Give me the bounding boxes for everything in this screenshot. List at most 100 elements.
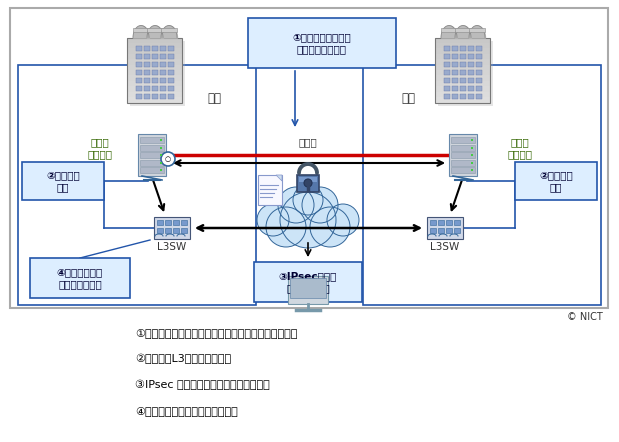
FancyBboxPatch shape <box>144 46 150 50</box>
FancyBboxPatch shape <box>152 77 158 83</box>
Text: ①量子鍵配送システムで２つの拠点間で共通鍵を共有: ①量子鍵配送システムで２つの拠点間で共通鍵を共有 <box>135 328 297 338</box>
FancyBboxPatch shape <box>290 278 326 298</box>
FancyBboxPatch shape <box>140 137 164 143</box>
FancyBboxPatch shape <box>468 85 474 91</box>
FancyBboxPatch shape <box>144 85 150 91</box>
FancyBboxPatch shape <box>128 43 183 50</box>
FancyBboxPatch shape <box>128 97 183 103</box>
FancyBboxPatch shape <box>471 169 473 171</box>
FancyBboxPatch shape <box>436 38 490 44</box>
FancyBboxPatch shape <box>147 27 163 31</box>
FancyBboxPatch shape <box>436 59 490 65</box>
FancyBboxPatch shape <box>299 177 317 182</box>
FancyBboxPatch shape <box>451 160 475 165</box>
Text: L3SW: L3SW <box>157 242 186 252</box>
FancyBboxPatch shape <box>452 53 458 58</box>
FancyBboxPatch shape <box>165 228 171 233</box>
FancyBboxPatch shape <box>173 228 179 233</box>
FancyBboxPatch shape <box>438 41 493 106</box>
FancyBboxPatch shape <box>436 70 490 76</box>
FancyBboxPatch shape <box>468 94 474 99</box>
FancyBboxPatch shape <box>444 61 450 66</box>
FancyBboxPatch shape <box>160 169 162 171</box>
FancyBboxPatch shape <box>140 167 164 173</box>
FancyBboxPatch shape <box>460 61 466 66</box>
FancyBboxPatch shape <box>436 54 490 60</box>
FancyBboxPatch shape <box>128 91 183 98</box>
FancyBboxPatch shape <box>468 46 474 50</box>
Text: © NICT: © NICT <box>567 312 603 322</box>
FancyBboxPatch shape <box>460 94 466 99</box>
FancyBboxPatch shape <box>160 146 162 149</box>
FancyBboxPatch shape <box>476 53 482 58</box>
FancyBboxPatch shape <box>168 53 174 58</box>
FancyBboxPatch shape <box>144 77 150 83</box>
FancyBboxPatch shape <box>436 43 490 50</box>
FancyBboxPatch shape <box>438 220 444 225</box>
FancyBboxPatch shape <box>157 228 163 233</box>
FancyBboxPatch shape <box>430 220 436 225</box>
FancyBboxPatch shape <box>468 53 474 58</box>
FancyBboxPatch shape <box>168 69 174 75</box>
FancyBboxPatch shape <box>288 276 328 304</box>
FancyBboxPatch shape <box>451 167 475 173</box>
FancyBboxPatch shape <box>128 59 183 65</box>
FancyBboxPatch shape <box>476 77 482 83</box>
Text: 量子鍵
配送装置: 量子鍵 配送装置 <box>508 137 532 159</box>
FancyBboxPatch shape <box>152 61 158 66</box>
FancyBboxPatch shape <box>460 85 466 91</box>
FancyBboxPatch shape <box>446 228 452 233</box>
FancyBboxPatch shape <box>436 86 490 93</box>
FancyBboxPatch shape <box>160 85 166 91</box>
FancyBboxPatch shape <box>136 53 142 58</box>
FancyBboxPatch shape <box>258 175 282 205</box>
FancyBboxPatch shape <box>128 48 183 55</box>
Text: ③IPsec の秘密鍵に供給された鍵を使用: ③IPsec の秘密鍵に供給された鍵を使用 <box>135 380 270 390</box>
Circle shape <box>266 207 306 247</box>
Text: ④パケットごとに新しい鍵を使用: ④パケットごとに新しい鍵を使用 <box>135 406 238 416</box>
FancyBboxPatch shape <box>160 154 162 156</box>
FancyBboxPatch shape <box>165 220 171 225</box>
FancyBboxPatch shape <box>444 53 450 58</box>
FancyBboxPatch shape <box>168 85 174 91</box>
FancyBboxPatch shape <box>152 53 158 58</box>
FancyBboxPatch shape <box>161 27 177 31</box>
Text: ②共通鍵をL3スイッチに供給: ②共通鍵をL3スイッチに供給 <box>135 354 231 364</box>
FancyBboxPatch shape <box>436 81 490 87</box>
FancyBboxPatch shape <box>444 85 450 91</box>
FancyBboxPatch shape <box>160 69 166 75</box>
FancyBboxPatch shape <box>452 94 458 99</box>
FancyBboxPatch shape <box>168 46 174 50</box>
FancyBboxPatch shape <box>131 41 186 106</box>
FancyBboxPatch shape <box>515 162 597 200</box>
FancyBboxPatch shape <box>471 161 473 164</box>
FancyBboxPatch shape <box>444 69 450 75</box>
FancyBboxPatch shape <box>451 145 475 150</box>
FancyBboxPatch shape <box>468 77 474 83</box>
FancyBboxPatch shape <box>160 61 166 66</box>
FancyBboxPatch shape <box>460 77 466 83</box>
FancyBboxPatch shape <box>10 8 608 308</box>
FancyBboxPatch shape <box>152 85 158 91</box>
FancyBboxPatch shape <box>436 65 490 71</box>
FancyBboxPatch shape <box>128 81 183 87</box>
FancyBboxPatch shape <box>136 61 142 66</box>
FancyBboxPatch shape <box>460 69 466 75</box>
Text: 拠点: 拠点 <box>207 91 221 104</box>
FancyBboxPatch shape <box>160 94 166 99</box>
Circle shape <box>161 152 175 166</box>
Polygon shape <box>276 175 282 181</box>
Text: ③IPsecにより
暗号化した通信: ③IPsecにより 暗号化した通信 <box>279 271 337 293</box>
FancyBboxPatch shape <box>157 220 163 225</box>
FancyBboxPatch shape <box>168 77 174 83</box>
FancyBboxPatch shape <box>451 152 475 158</box>
FancyBboxPatch shape <box>22 162 104 200</box>
FancyBboxPatch shape <box>452 61 458 66</box>
FancyBboxPatch shape <box>160 46 166 50</box>
FancyBboxPatch shape <box>168 61 174 66</box>
FancyBboxPatch shape <box>160 139 162 141</box>
Text: 拠点: 拠点 <box>401 91 415 104</box>
FancyBboxPatch shape <box>476 94 482 99</box>
FancyBboxPatch shape <box>152 69 158 75</box>
FancyBboxPatch shape <box>436 91 490 98</box>
